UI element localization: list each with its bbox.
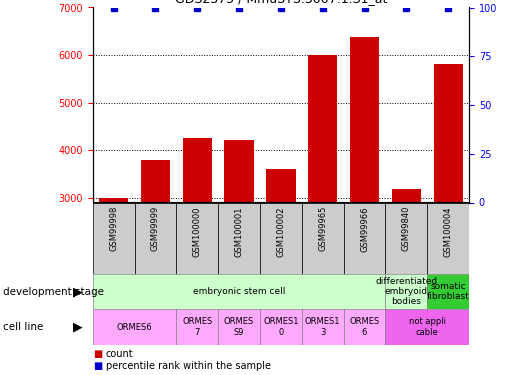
- Text: ORMES6: ORMES6: [117, 322, 152, 332]
- Title: GDS2375 / MmuSTS.3007.1.S1_at: GDS2375 / MmuSTS.3007.1.S1_at: [175, 0, 387, 5]
- Text: count: count: [106, 349, 134, 359]
- Text: differentiated
embryoid
bodies: differentiated embryoid bodies: [375, 277, 437, 306]
- Text: GSM100000: GSM100000: [193, 206, 202, 256]
- Text: ▶: ▶: [73, 285, 82, 298]
- Bar: [260, 309, 302, 345]
- Text: cell line: cell line: [3, 322, 43, 332]
- Bar: [385, 309, 469, 345]
- Bar: [302, 202, 343, 274]
- Text: ■: ■: [93, 361, 102, 371]
- Bar: [93, 202, 135, 274]
- Bar: [93, 309, 176, 345]
- Text: GSM100004: GSM100004: [444, 206, 453, 256]
- Text: ORMES
S9: ORMES S9: [224, 318, 254, 337]
- Bar: [135, 202, 176, 274]
- Text: embryonic stem cell: embryonic stem cell: [193, 287, 285, 296]
- Bar: [434, 64, 463, 202]
- Text: GSM100002: GSM100002: [277, 206, 285, 256]
- Bar: [176, 309, 218, 345]
- Bar: [308, 55, 338, 202]
- Bar: [218, 202, 260, 274]
- Bar: [225, 140, 254, 202]
- Text: GSM99840: GSM99840: [402, 206, 411, 251]
- Text: GSM100001: GSM100001: [235, 206, 244, 256]
- Bar: [392, 189, 421, 202]
- Bar: [260, 202, 302, 274]
- Text: percentile rank within the sample: percentile rank within the sample: [106, 361, 271, 371]
- Text: ■: ■: [93, 349, 102, 359]
- Bar: [427, 274, 469, 309]
- Bar: [218, 309, 260, 345]
- Bar: [93, 274, 385, 309]
- Bar: [343, 202, 385, 274]
- Bar: [427, 202, 469, 274]
- Text: development stage: development stage: [3, 286, 104, 297]
- Text: ORMES
6: ORMES 6: [349, 318, 379, 337]
- Text: ORMES1
0: ORMES1 0: [263, 318, 298, 337]
- Text: somatic
fibroblast: somatic fibroblast: [427, 282, 470, 301]
- Text: GSM99966: GSM99966: [360, 206, 369, 252]
- Bar: [385, 274, 427, 309]
- Text: GSM99965: GSM99965: [318, 206, 327, 251]
- Bar: [266, 169, 296, 202]
- Bar: [343, 309, 385, 345]
- Text: not appli
cable: not appli cable: [409, 318, 446, 337]
- Bar: [385, 202, 427, 274]
- Bar: [183, 138, 212, 202]
- Bar: [350, 37, 379, 203]
- Bar: [176, 202, 218, 274]
- Bar: [141, 160, 170, 202]
- Text: GSM99999: GSM99999: [151, 206, 160, 251]
- Text: ORMES1
3: ORMES1 3: [305, 318, 340, 337]
- Text: GSM99998: GSM99998: [109, 206, 118, 251]
- Bar: [302, 309, 343, 345]
- Text: ▶: ▶: [73, 321, 82, 334]
- Text: ORMES
7: ORMES 7: [182, 318, 213, 337]
- Bar: [99, 198, 128, 202]
